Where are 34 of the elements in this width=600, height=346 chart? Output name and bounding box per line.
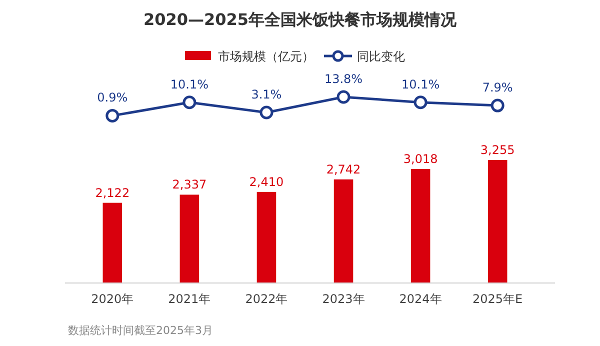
x-tick-label: 2020年 xyxy=(91,292,134,306)
x-tick-label: 2021年 xyxy=(168,292,211,306)
x-tick-label: 2024年 xyxy=(399,292,442,306)
bar xyxy=(488,160,508,283)
point xyxy=(490,98,504,112)
chart-title: 2020—2025年全国米饭快餐市场规模情况 xyxy=(143,10,458,29)
data-label: 10.1% xyxy=(401,77,440,92)
point xyxy=(414,96,428,110)
bar xyxy=(256,192,276,283)
point xyxy=(106,108,120,122)
data-label: 2,410 xyxy=(249,174,284,189)
point xyxy=(182,96,196,110)
data-label: 13.8% xyxy=(324,72,363,86)
bar xyxy=(410,168,430,283)
data-label: 0.9% xyxy=(97,90,128,105)
data-label: 3,018 xyxy=(403,152,438,166)
x-tick-label: 2023年 xyxy=(322,292,365,306)
x-tick-label: 2025年E xyxy=(472,292,523,306)
text: 数据统计时间截至2025年3月 xyxy=(68,324,213,337)
data-label: 3.1% xyxy=(251,88,282,102)
legend-label: 同比变化 xyxy=(357,50,405,64)
bar xyxy=(180,194,200,283)
data-label: 2,337 xyxy=(172,178,207,192)
data-label: 3,255 xyxy=(480,143,515,157)
point xyxy=(260,106,274,120)
data-label: 7.9% xyxy=(482,80,513,95)
legend-label: 市场规模（亿元） xyxy=(218,50,314,64)
point xyxy=(336,90,350,104)
data-label: 2,742 xyxy=(326,162,361,176)
data-label: 2,122 xyxy=(95,186,130,200)
data-label: 10.1% xyxy=(170,77,209,92)
bar xyxy=(334,179,354,283)
x-tick-label: 2022年 xyxy=(245,292,288,306)
bar xyxy=(102,202,122,283)
